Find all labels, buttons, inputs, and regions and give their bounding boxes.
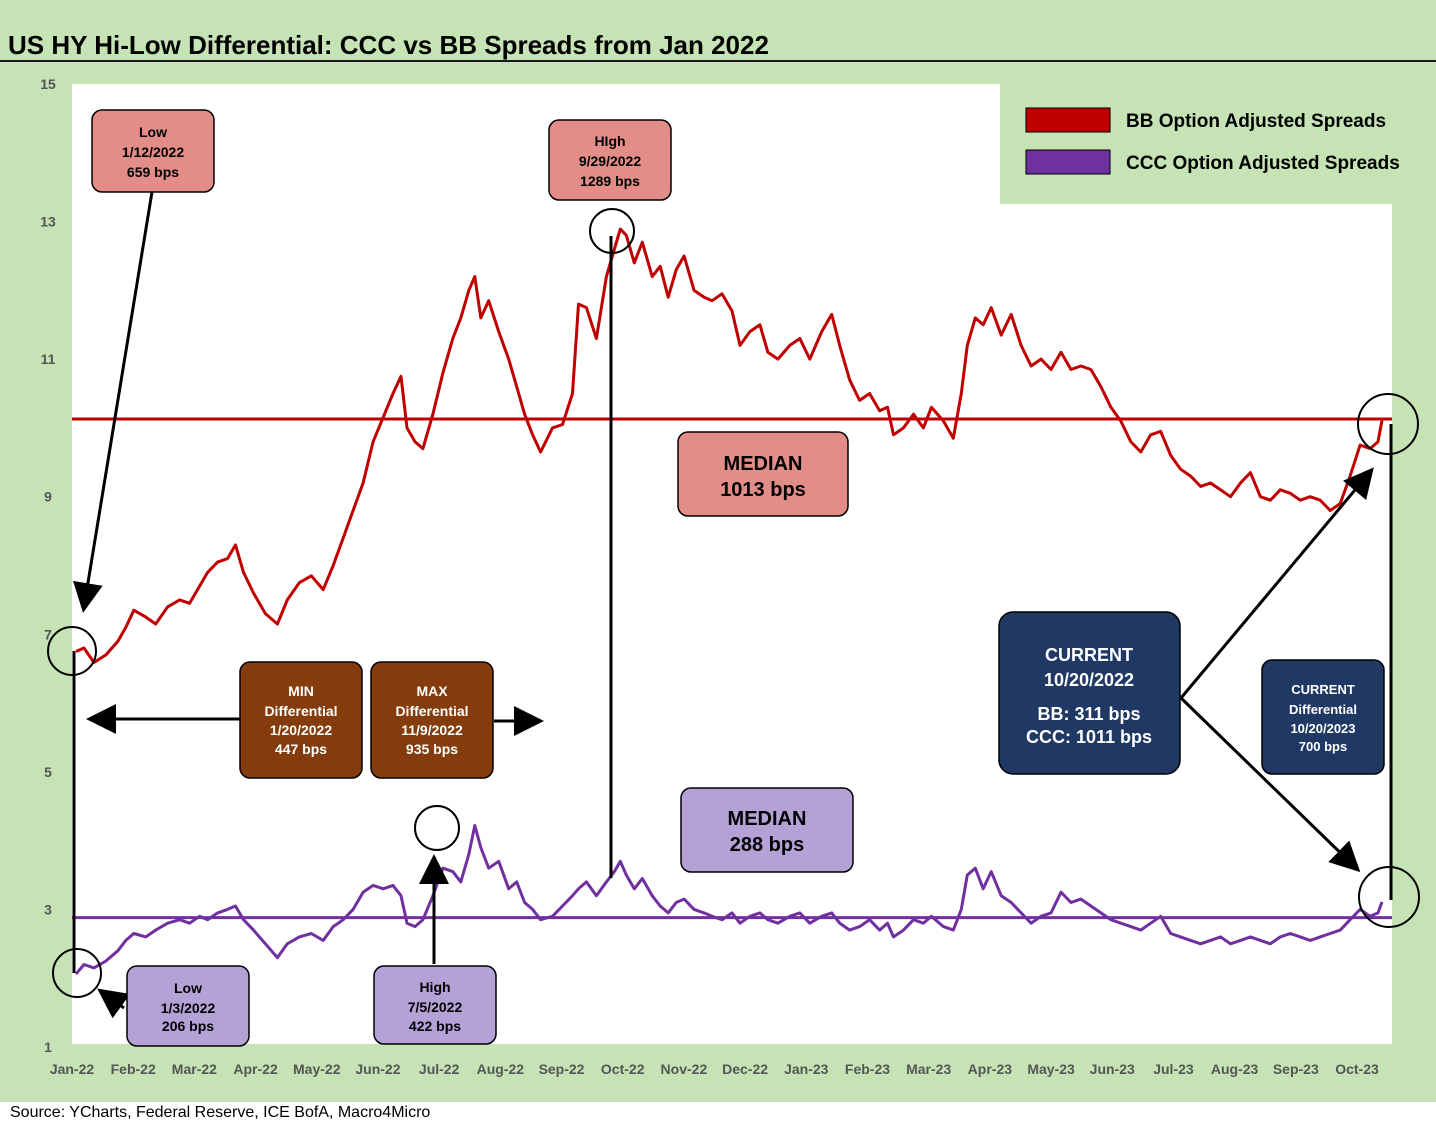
- bb-high-line3: 1289 bps: [580, 173, 640, 189]
- annotation-current-diff: CURRENT Differential 10/20/2023 700 bps: [1261, 659, 1385, 775]
- x-tick-label: Apr-22: [233, 1061, 278, 1077]
- x-tick-label: Jan-22: [50, 1061, 95, 1077]
- x-tick-label: Jan-23: [784, 1061, 829, 1077]
- current-diff-line1: CURRENT: [1291, 682, 1355, 697]
- arrows: [72, 191, 1393, 1019]
- ccc-low-line3: 206 bps: [162, 1018, 214, 1034]
- max-diff-line1: MAX: [416, 683, 448, 699]
- x-tick-label: Mar-23: [906, 1061, 951, 1077]
- min-diff-line2: Differential: [264, 703, 337, 719]
- y-tick-label: 11: [41, 351, 56, 367]
- x-tick-label: Feb-23: [845, 1061, 890, 1077]
- legend-swatch-ccc: [1025, 149, 1111, 175]
- title-bar: US HY Hi-Low Differential: CCC vs BB Spr…: [0, 0, 1436, 62]
- x-tick-label: Sep-23: [1273, 1061, 1319, 1077]
- bb-median-line2: 1013 bps: [720, 479, 806, 501]
- series-lines: [74, 227, 1384, 976]
- current-diff-line3: 10/20/2023: [1290, 721, 1355, 736]
- ccc-spread-line: [74, 824, 1384, 976]
- x-tick-label: Jul-23: [1153, 1061, 1194, 1077]
- x-tick-label: May-22: [293, 1061, 341, 1077]
- ccc-low-line1: Low: [174, 980, 202, 996]
- bb-low-line2: 1/12/2022: [122, 144, 184, 160]
- y-tick-label: 5: [44, 764, 52, 780]
- legend-box: [1000, 84, 1436, 204]
- x-tick-label: Feb-22: [111, 1061, 156, 1077]
- ccc-median-line1: MEDIAN: [728, 808, 807, 830]
- ccc-low-line2: 1/3/2022: [161, 1000, 216, 1016]
- circle-bb-current: [1357, 393, 1419, 455]
- annotation-bb-high: HIgh 9/29/2022 1289 bps: [548, 119, 672, 201]
- chart-title: US HY Hi-Low Differential: CCC vs BB Spr…: [8, 30, 769, 60]
- current-line2: 10/20/2022: [1044, 670, 1134, 690]
- x-tick-label: Mar-22: [172, 1061, 217, 1077]
- x-tick-label: May-23: [1027, 1061, 1075, 1077]
- current-diff-line4: 700 bps: [1299, 739, 1347, 754]
- bb-low-line1: Low: [139, 124, 167, 140]
- y-tick-label: 15: [40, 76, 56, 92]
- x-tick-label: Aug-22: [477, 1061, 525, 1077]
- annotation-max-diff: MAX Differential 11/9/2022 935 bps: [370, 661, 494, 779]
- bb-median-line1: MEDIAN: [724, 453, 803, 475]
- legend-label-bb: BB Option Adjusted Spreads: [1126, 111, 1386, 132]
- arrow-bb-low: [73, 191, 154, 613]
- x-tick-label: Sep-22: [539, 1061, 585, 1077]
- circle-ccc-low: [52, 948, 102, 998]
- max-diff-line4: 935 bps: [406, 741, 458, 757]
- x-axis: Jan-22 Feb-22 Mar-22 Apr-22 May-22 Jun-22 Jul-…: [50, 1061, 1379, 1077]
- annotation-ccc-low: Low 1/3/2022 206 bps: [126, 965, 250, 1047]
- x-tick-label: Nov-22: [661, 1061, 708, 1077]
- source-note: Source: YCharts, Federal Reserve, ICE Bo…: [10, 1104, 431, 1121]
- bb-low-line3: 659 bps: [127, 164, 179, 180]
- x-tick-label: Jun-23: [1090, 1061, 1135, 1077]
- ccc-high-line1: High: [419, 979, 450, 995]
- legend-label-ccc: CCC Option Adjusted Spreads: [1126, 153, 1400, 174]
- current-line4: CCC: 1011 bps: [1026, 727, 1152, 747]
- legend: BB Option Adjusted Spreads CCC Option Ad…: [1025, 107, 1400, 175]
- current-line1: CURRENT: [1045, 645, 1133, 665]
- min-diff-line4: 447 bps: [275, 741, 327, 757]
- annotation-min-diff: MIN Differential 1/20/2022 447 bps: [239, 661, 363, 779]
- arrow-current-to-ccc: [1179, 696, 1361, 873]
- x-tick-label: Jul-22: [419, 1061, 460, 1077]
- y-tick-label: 9: [44, 489, 52, 505]
- y-tick-label: 13: [40, 214, 56, 230]
- bb-spread-line: [75, 227, 1384, 664]
- ccc-median-line2: 288 bps: [730, 834, 804, 856]
- median-lines: [72, 417, 1392, 920]
- y-tick-label: 7: [44, 626, 52, 642]
- circle-bb-low: [47, 626, 97, 676]
- x-tick-label: Jun-22: [355, 1061, 400, 1077]
- arrow-ccc-low: [97, 988, 131, 1019]
- plot-area: [72, 84, 1392, 1044]
- min-diff-line1: MIN: [288, 683, 314, 699]
- legend-swatch-bb: [1025, 107, 1111, 133]
- x-tick-label: Oct-23: [1335, 1061, 1379, 1077]
- current-line3: BB: 311 bps: [1037, 704, 1140, 724]
- min-diff-line3: 1/20/2022: [270, 722, 332, 738]
- annotation-current: CURRENT 10/20/2022 BB: 311 bps CCC: 1011…: [998, 611, 1181, 775]
- bb-high-line2: 9/29/2022: [579, 153, 641, 169]
- ccc-high-line2: 7/5/2022: [408, 999, 463, 1015]
- x-tick-label: Aug-23: [1211, 1061, 1259, 1077]
- arrow-current-to-bb: [1179, 467, 1374, 699]
- annotation-ccc-high: High 7/5/2022 422 bps: [373, 965, 497, 1045]
- y-tick-label: 3: [44, 901, 52, 917]
- max-diff-line3: 11/9/2022: [401, 722, 463, 738]
- ccc-high-line3: 422 bps: [409, 1018, 461, 1034]
- x-tick-label: Oct-22: [601, 1061, 645, 1077]
- annotation-bb-median: MEDIAN 1013 bps: [677, 431, 849, 517]
- annotation-bb-low: Low 1/12/2022 659 bps: [91, 109, 215, 193]
- max-diff-line2: Differential: [395, 703, 468, 719]
- annotation-ccc-median: MEDIAN 288 bps: [680, 787, 854, 873]
- bb-high-line1: HIgh: [594, 133, 625, 149]
- circle-ccc-high: [414, 805, 460, 851]
- x-tick-label: Apr-23: [968, 1061, 1013, 1077]
- current-diff-line2: Differential: [1289, 702, 1357, 717]
- x-tick-label: Dec-22: [722, 1061, 768, 1077]
- y-tick-label: 1: [44, 1039, 52, 1055]
- circle-ccc-current: [1358, 866, 1420, 928]
